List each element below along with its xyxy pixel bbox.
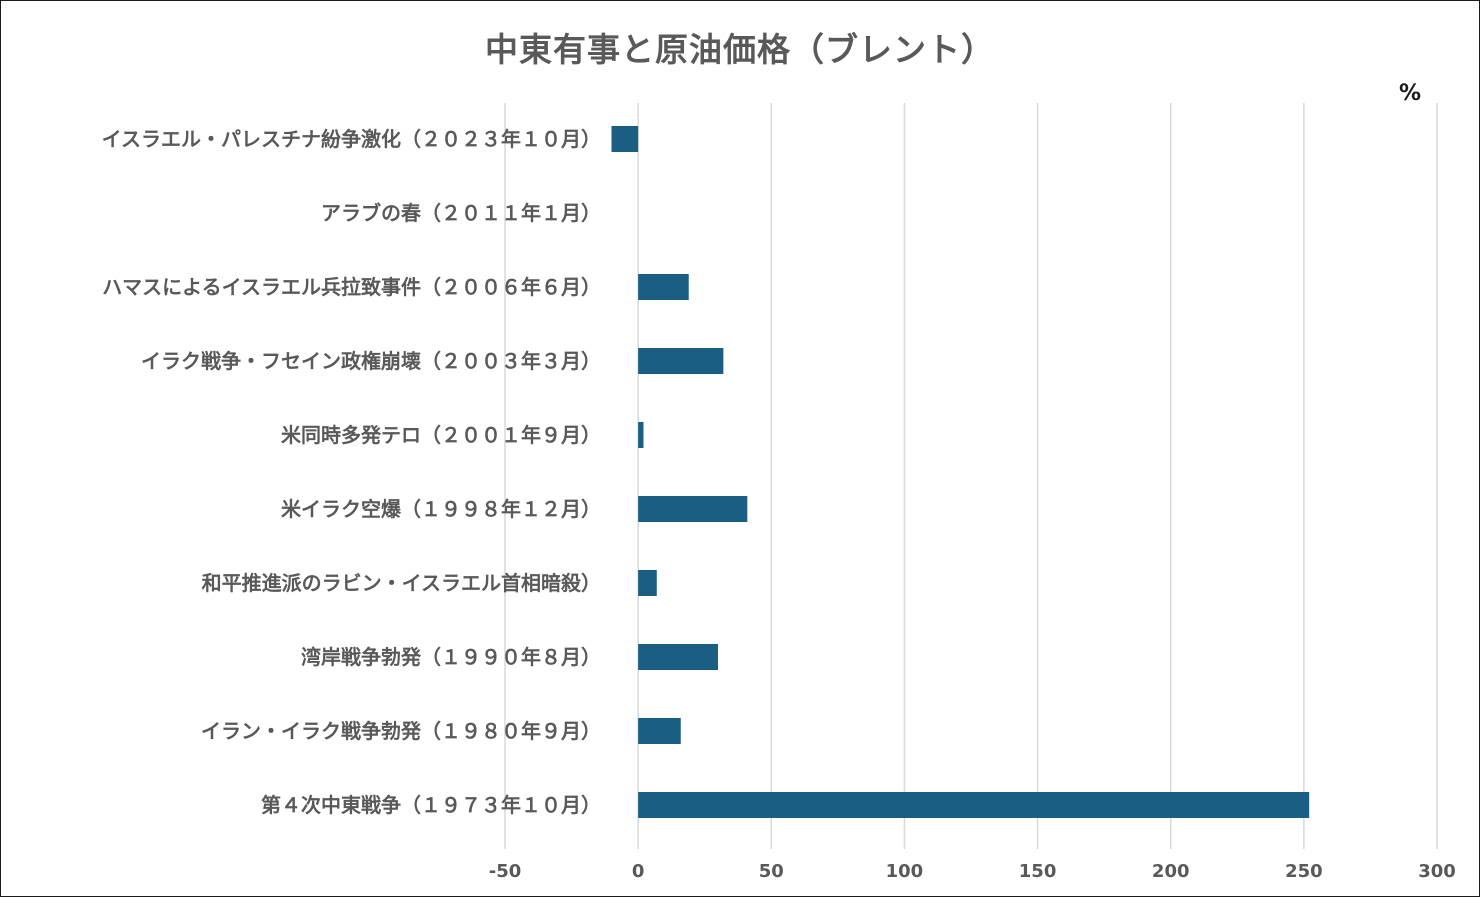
bar [638, 792, 1310, 818]
bar [638, 274, 689, 300]
bar [638, 422, 644, 448]
bar [638, 718, 681, 744]
x-tick-label: 0 [632, 861, 645, 882]
category-label: ハマスによるイスラエル兵拉致事件（２００６年６月） [102, 275, 601, 299]
x-tick-label: 300 [1418, 861, 1456, 882]
x-tick-label: 150 [1019, 861, 1057, 882]
category-label: 米イラク空爆（１９９８年１２月） [281, 497, 601, 521]
bar [611, 126, 639, 152]
category-label: イラク戦争・フセイン政権崩壊（２００３年３月） [141, 349, 601, 373]
category-label: アラブの春（２０１１年１月） [321, 201, 601, 225]
x-tick-label: -50 [489, 861, 522, 882]
bar [638, 348, 724, 374]
category-label: 湾岸戦争勃発（１９９０年８月） [301, 645, 601, 669]
x-tick-label: 100 [886, 861, 924, 882]
x-tick-label: 250 [1285, 861, 1323, 882]
bar [638, 570, 657, 596]
x-tick-label: 200 [1152, 861, 1190, 882]
category-label: イラン・イラク戦争勃発（１９８０年９月） [201, 719, 601, 743]
category-label: 米同時多発テロ（２００１年９月） [281, 423, 601, 447]
category-label: イスラエル・パレスチナ紛争激化（２０２３年１０月） [102, 127, 601, 151]
x-tick-label: 50 [759, 861, 784, 882]
chart-title: 中東有事と原油価格（ブレント） [485, 30, 995, 69]
bar [638, 644, 719, 670]
category-label: 第４次中東戦争（１９７３年１０月） [261, 793, 601, 817]
category-label: 和平推進派のラビン・イスラエル首相暗殺） [202, 571, 601, 595]
unit-label: % [1399, 81, 1422, 106]
bar [638, 496, 748, 522]
